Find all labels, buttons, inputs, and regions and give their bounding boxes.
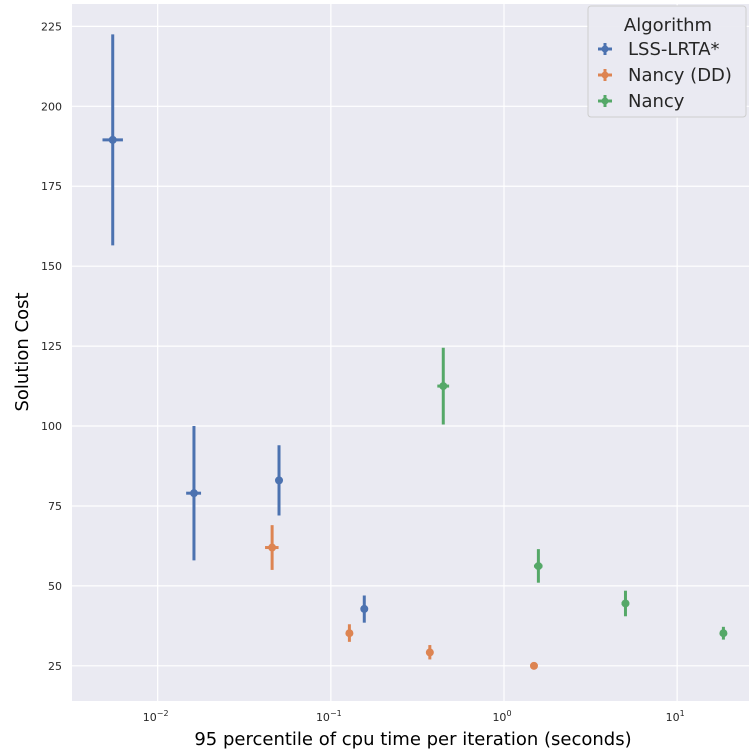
legend-label: LSS-LRTA* xyxy=(628,39,720,60)
legend-marker-dot xyxy=(601,97,609,105)
x-tick-label: 100 xyxy=(492,709,511,724)
data-point xyxy=(268,543,277,552)
data-point xyxy=(275,476,284,485)
y-tick-label: 150 xyxy=(41,260,62,273)
x-tick-label: 101 xyxy=(666,709,685,724)
series-lss-lrta- xyxy=(102,34,369,623)
x-axis-label: 95 percentile of cpu time per iteration … xyxy=(194,729,631,750)
y-tick-label: 75 xyxy=(48,500,62,513)
legend-box xyxy=(587,5,747,118)
y-tick-label: 175 xyxy=(41,180,62,193)
y-tick-label: 25 xyxy=(48,660,62,673)
y-tick-label: 100 xyxy=(41,420,62,433)
legend-marker-dot xyxy=(601,71,609,79)
legend: Algorithm LSS-LRTA* Nancy (DD) Nancy xyxy=(587,5,747,118)
data-point xyxy=(108,135,117,144)
y-tick-label: 225 xyxy=(41,20,62,33)
y-tick-labels: 25 50 75 100 125 150 175 200 225 xyxy=(41,20,62,672)
legend-items: LSS-LRTA* Nancy (DD) Nancy xyxy=(598,39,732,112)
y-tick-label: 50 xyxy=(48,580,62,593)
x-tick-label: 10−1 xyxy=(316,709,342,724)
series-nancy-dd- xyxy=(265,525,538,670)
x-tick-labels: 10−2 10−1 100 101 xyxy=(143,709,685,724)
x-tick-label: 10−2 xyxy=(143,709,169,724)
y-tick-label: 125 xyxy=(41,340,62,353)
data-point xyxy=(719,629,728,638)
y-tick-label: 200 xyxy=(41,100,62,113)
data-marks xyxy=(102,34,728,670)
data-point xyxy=(189,489,198,498)
legend-title: Algorithm xyxy=(624,15,712,36)
data-point xyxy=(360,604,369,613)
series-nancy xyxy=(437,347,728,640)
grid xyxy=(72,4,749,701)
data-point xyxy=(534,562,543,571)
plot-area xyxy=(72,4,749,701)
data-point xyxy=(345,629,354,638)
legend-label: Nancy (DD) xyxy=(628,65,732,86)
data-point xyxy=(425,648,434,657)
data-point xyxy=(529,661,538,670)
legend-marker-dot xyxy=(601,45,609,53)
data-point xyxy=(439,382,448,391)
legend-label: Nancy xyxy=(628,91,685,112)
data-point xyxy=(621,599,630,608)
y-axis-label: Solution Cost xyxy=(12,292,33,411)
